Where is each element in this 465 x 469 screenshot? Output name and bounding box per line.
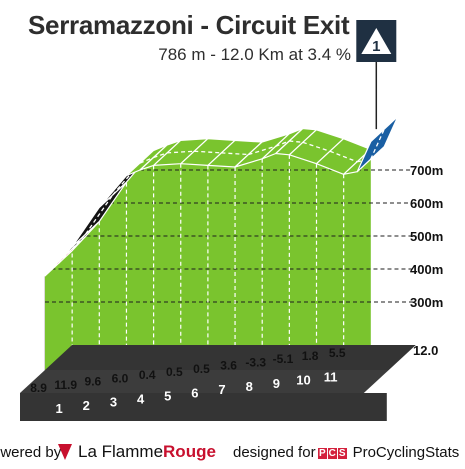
gradient-label: -5.1 xyxy=(273,352,294,366)
top-strip-centerline xyxy=(302,141,331,152)
gradient-label: 0.4 xyxy=(139,368,156,382)
climb-top-marker: 1 xyxy=(356,20,397,130)
km-label: 2 xyxy=(83,398,90,413)
top-strip-centerline xyxy=(370,128,385,160)
top-strip-centerline xyxy=(153,152,168,159)
la-flamme-rouge-logo[interactable]: La FlammeRouge xyxy=(58,442,216,462)
gradient-label: 5.5 xyxy=(329,346,346,360)
elevation-label: 500m xyxy=(410,229,443,244)
brand-name-plain: La Flamme xyxy=(78,442,164,461)
km-label: 9 xyxy=(273,376,280,391)
base-bar-top xyxy=(45,345,416,370)
km-label: 11 xyxy=(324,370,338,385)
elevation-label: 400m xyxy=(410,262,443,277)
gradient-label: 3.6 xyxy=(220,359,237,373)
km-axis-labels: 1 2 3 4 5 6 7 8 9 10 11 12.0 xyxy=(56,343,439,416)
elevation-gridlines xyxy=(45,154,413,370)
top-strip-centerline xyxy=(357,158,371,163)
page-title: Serramazzoni - Circuit Exit xyxy=(28,10,350,40)
km-label: 3 xyxy=(110,395,117,410)
top-strip-centerline xyxy=(275,140,290,147)
distance-base-bar xyxy=(20,345,416,421)
gradient-label: -3.3 xyxy=(245,355,266,369)
km-label: 1 xyxy=(56,401,63,416)
marker-triangle-icon xyxy=(361,28,392,54)
gradient-label: 1.8 xyxy=(302,349,319,363)
brand-name-accent: Rouge xyxy=(163,442,216,461)
elevation-label: 700m xyxy=(410,163,443,178)
designed-for-text: designed for xyxy=(233,444,316,461)
top-strip-centerline xyxy=(248,145,276,156)
base-bar-front xyxy=(20,393,387,421)
top-strip-centerline xyxy=(85,194,114,235)
gradient-label: 6.0 xyxy=(112,371,129,385)
top-strip-centerline xyxy=(221,152,249,156)
gradient-label: 9.6 xyxy=(85,375,102,389)
km-label: 5 xyxy=(164,388,171,403)
powered-by-text: owered by xyxy=(0,444,62,461)
gradient-label: 8.9 xyxy=(30,381,47,395)
km-end-label: 12.0 xyxy=(413,343,438,358)
km-label: 8 xyxy=(246,379,253,394)
gradient-label: 0.5 xyxy=(193,362,210,376)
flamme-rouge-icon xyxy=(58,444,72,460)
km-label: 4 xyxy=(137,392,145,407)
profile-top-strip xyxy=(44,115,399,277)
pcs-badge-s: S xyxy=(337,448,347,459)
elevation-label: 600m xyxy=(410,196,443,211)
pcs-name: ProCyclingStats xyxy=(352,444,460,461)
gradient-label: 11.9 xyxy=(54,378,77,392)
climb-summary: 786 m - 12.0 Km at 3.4 % xyxy=(158,45,351,64)
pcs-badge-p: P xyxy=(318,448,327,459)
elevation-label: 300m xyxy=(410,295,443,310)
top-strip-centerline xyxy=(194,150,222,154)
km-label: 7 xyxy=(218,382,225,397)
elevation-profile-chart: 300m 400m 500m 600m 700m 8.9 11.9 9.6 6.0 0.4 0.5… xyxy=(20,20,443,421)
km-label: 6 xyxy=(191,385,198,400)
gradient-labels: 8.9 11.9 9.6 6.0 0.4 0.5 0.5 3.6 -3.3 -5.1 1.8 5.5 xyxy=(30,346,346,395)
top-strip-centerline xyxy=(289,140,303,143)
top-strip-centerline xyxy=(329,150,358,163)
marker-label: 1 xyxy=(372,38,380,55)
footer-credits: owered by La FlammeRouge designed for PC… xyxy=(0,438,465,469)
procyclingstats-logo[interactable]: P C S ProCyclingStats xyxy=(318,444,459,461)
top-strip-centerline xyxy=(139,156,154,164)
gradient-label: 0.5 xyxy=(166,365,183,379)
km-label: 10 xyxy=(296,373,310,388)
pcs-badge-c: C xyxy=(327,448,337,459)
top-strip-centerline xyxy=(167,150,195,154)
base-bar-bevel xyxy=(20,370,389,393)
elevation-axis-labels: 300m 400m 500m 600m 700m xyxy=(410,163,443,310)
